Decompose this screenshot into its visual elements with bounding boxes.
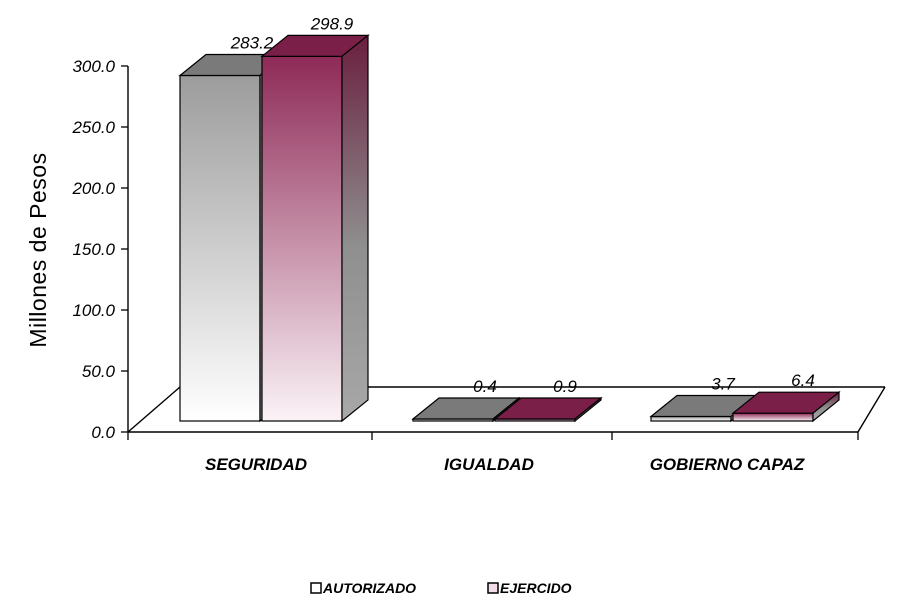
- bar-side: [341, 34, 369, 423]
- y-tick-label: 150.0: [72, 240, 115, 259]
- data-label-autorizado: 0.4: [473, 377, 497, 396]
- bar-ejercido-gobierno-capaz: [731, 390, 841, 423]
- bar-front: [261, 55, 343, 422]
- legend-swatch-autorizado: [310, 582, 322, 594]
- data-label-autorizado: 3.7: [711, 374, 735, 393]
- bars: [178, 34, 841, 423]
- legend-item-autorizado: AUTORIZADO: [310, 580, 416, 596]
- bar-ejercido-seguridad: [260, 34, 370, 423]
- category-label: GOBIERNO CAPAZ: [650, 455, 805, 474]
- bar-front: [650, 415, 732, 422]
- data-label-ejercido: 0.9: [553, 377, 577, 396]
- y-tick-label: 300.0: [72, 57, 115, 76]
- y-tick-label: 0.0: [91, 423, 115, 442]
- legend-label-autorizado: AUTORIZADO: [322, 580, 416, 596]
- data-labels: 283.2 298.9 0.4 0.9 3.7 6.4: [230, 14, 815, 396]
- y-axis-label: Millones de Pesos: [25, 152, 51, 347]
- bar-side: [812, 390, 840, 423]
- legend: AUTORIZADO EJERCIDO: [310, 580, 572, 596]
- bar-front: [179, 74, 261, 422]
- data-label-ejercido: 298.9: [310, 14, 354, 33]
- floor-right-edge: [857, 386, 886, 433]
- legend-item-ejercido: EJERCIDO: [487, 580, 572, 596]
- floor-left-edge: [127, 386, 181, 433]
- bar-front: [732, 412, 814, 422]
- y-tick-label: 50.0: [82, 362, 116, 381]
- category-label: SEGURIDAD: [205, 455, 307, 474]
- y-tick-label: 250.0: [71, 118, 115, 137]
- legend-label-ejercido: EJERCIDO: [500, 580, 572, 596]
- category-label: IGUALDAD: [444, 455, 534, 474]
- bar-ejercido-igualdad: [493, 396, 603, 423]
- legend-swatch-ejercido: [487, 582, 499, 594]
- y-tick-label: 200.0: [71, 179, 115, 198]
- y-axis-ticks: 0.0 50.0 100.0 150.0 200.0 250.0 300.0: [71, 57, 128, 442]
- data-label-autorizado: 283.2: [230, 33, 274, 52]
- category-labels: SEGURIDAD IGUALDAD GOBIERNO CAPAZ: [205, 455, 805, 474]
- bar-side: [574, 396, 602, 423]
- data-label-ejercido: 6.4: [791, 371, 815, 390]
- y-tick-label: 100.0: [72, 301, 115, 320]
